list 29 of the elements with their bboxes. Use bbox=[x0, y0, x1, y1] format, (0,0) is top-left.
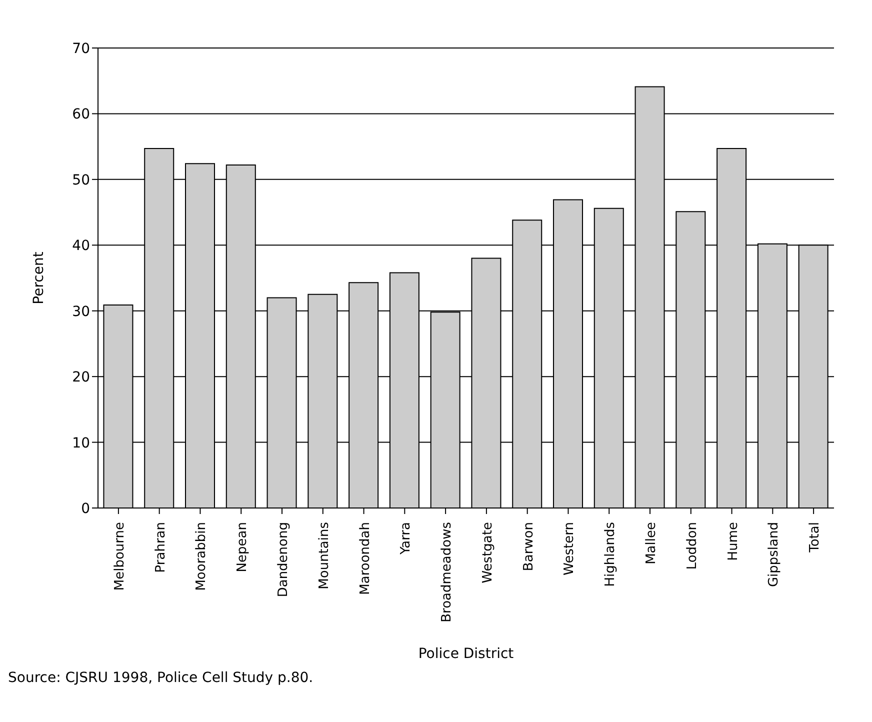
x-tick-label: Hume bbox=[726, 522, 741, 561]
x-tick-label: Total bbox=[808, 522, 823, 554]
y-tick-label: 20 bbox=[72, 370, 90, 386]
x-tick-label: Dandenong bbox=[276, 522, 291, 598]
y-tick-label: 50 bbox=[72, 172, 90, 188]
x-tick-label: Yarra bbox=[398, 522, 414, 556]
y-tick-label: 60 bbox=[72, 106, 90, 123]
x-tick-label: Loddon bbox=[684, 522, 700, 570]
source-note: Source: CJSRU 1998, Police Cell Study p.80. bbox=[8, 670, 314, 686]
y-tick-label: 0 bbox=[81, 500, 90, 517]
y-axis-title: Percent bbox=[30, 251, 47, 304]
x-tick-label: Westgate bbox=[480, 522, 496, 584]
y-tick-label: 10 bbox=[72, 435, 90, 452]
x-tick-label: Mallee bbox=[644, 522, 659, 564]
y-tick-label: 30 bbox=[72, 304, 90, 320]
x-tick-label: Western bbox=[562, 522, 578, 576]
x-tick-label: Broadmeadows bbox=[440, 522, 455, 622]
x-tick-label: Moorabbin bbox=[194, 522, 210, 591]
x-tick-label: Nepean bbox=[235, 522, 250, 572]
x-tick-label: Maroondah bbox=[358, 522, 373, 595]
y-tick-label: 70 bbox=[72, 40, 90, 57]
x-tick-label: Prahran bbox=[153, 522, 168, 573]
x-tick-label: Mountains bbox=[316, 522, 332, 590]
x-tick-label: Highlands bbox=[603, 522, 618, 587]
y-tick-label: 40 bbox=[72, 238, 90, 254]
x-tick-label: Gippsland bbox=[766, 522, 782, 588]
x-tick-label: Barwon bbox=[521, 522, 536, 572]
x-axis-title: Police District bbox=[418, 646, 514, 662]
x-tick-label: Melbourne bbox=[112, 522, 128, 591]
